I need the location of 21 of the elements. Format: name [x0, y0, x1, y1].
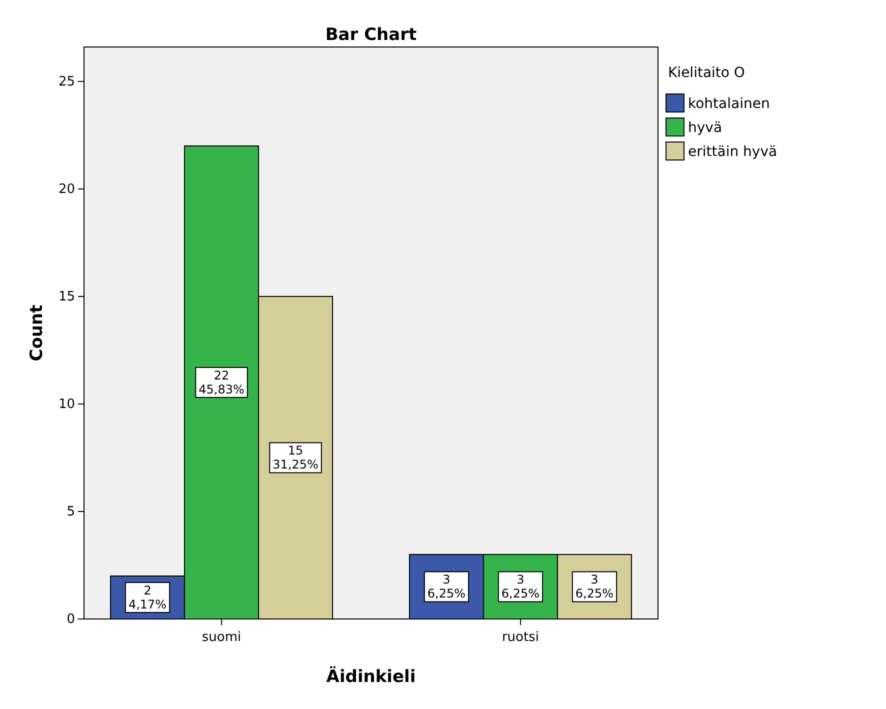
data-label: 3 6,25%: [501, 572, 540, 601]
x-tick-label: ruotsi: [502, 630, 539, 645]
data-label: 22 45,83%: [198, 368, 244, 396]
x-tick-label: suomi: [202, 630, 242, 645]
chart-title: Bar Chart: [325, 25, 417, 45]
y-tick-label: 5: [66, 504, 75, 520]
legend-label: erittäin hyvä: [688, 144, 778, 160]
data-label: 3 6,25%: [575, 572, 614, 601]
y-tick-label: 20: [58, 182, 75, 198]
legend-label: hyvä: [688, 120, 722, 136]
y-tick-label: 15: [58, 290, 75, 305]
y-tick-label: 10: [58, 397, 75, 412]
x-axis-title: Äidinkieli: [326, 666, 416, 687]
y-tick-label: 0: [66, 612, 75, 628]
data-label: 15 31,25%: [272, 444, 318, 472]
data-label: 3 6,25%: [427, 572, 466, 601]
y-tick-label: 25: [58, 74, 75, 90]
legend-label: kohtalainen: [688, 96, 770, 112]
data-label: 2 4,17%: [128, 583, 167, 612]
y-axis-title: Count: [27, 304, 47, 362]
legend-title: Kielitaito O: [668, 65, 745, 81]
